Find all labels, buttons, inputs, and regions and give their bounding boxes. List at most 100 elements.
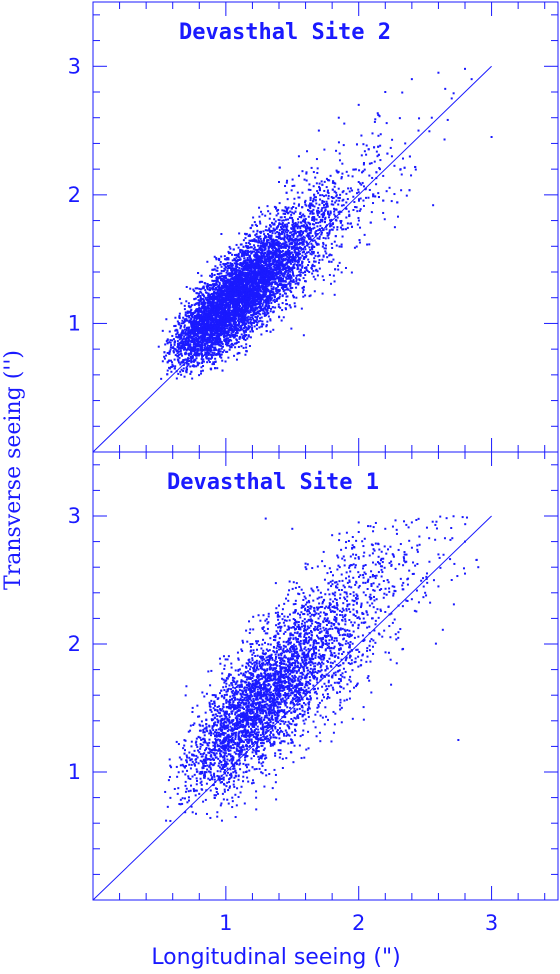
scatter-point <box>201 342 204 345</box>
scatter-point <box>258 206 261 209</box>
scatter-point <box>207 323 210 326</box>
scatter-point <box>432 204 435 207</box>
scatter-point <box>203 309 206 312</box>
scatter-point <box>281 302 284 305</box>
scatter-point <box>180 302 183 305</box>
scatter-point <box>234 274 237 277</box>
scatter-point <box>259 297 262 300</box>
scatter-point <box>200 313 203 316</box>
scatter-point <box>266 258 269 261</box>
scatter-point <box>368 174 371 177</box>
scatter-point <box>267 236 270 239</box>
scatter-point <box>274 281 277 284</box>
scatter-point <box>205 340 208 343</box>
scatter-point <box>319 224 322 227</box>
scatter-point <box>219 355 222 358</box>
scatter-point <box>198 343 201 346</box>
scatter-point <box>211 294 214 297</box>
scatter-point <box>260 316 263 319</box>
scatter-point <box>243 303 246 306</box>
scatter-point <box>282 316 285 319</box>
scatter-point <box>235 256 238 259</box>
scatter-point <box>210 293 213 296</box>
scatter-point <box>213 322 216 325</box>
scatter-point <box>335 199 338 202</box>
scatter-point <box>200 298 203 301</box>
scatter-point <box>341 172 344 175</box>
scatter-point <box>286 237 289 240</box>
scatter-point <box>298 247 301 250</box>
scatter-point <box>218 259 221 262</box>
scatter-point <box>287 269 290 272</box>
scatter-point <box>276 243 279 246</box>
scatter-point <box>321 194 324 197</box>
scatter-point <box>212 287 215 290</box>
scatter-point <box>296 223 299 226</box>
scatter-point <box>357 216 360 219</box>
scatter-point <box>280 238 283 241</box>
scatter-point <box>293 263 296 266</box>
scatter-point <box>293 232 296 235</box>
scatter-point <box>302 271 305 274</box>
scatter-point <box>258 265 261 268</box>
scatter-point <box>301 261 304 264</box>
scatter-point <box>331 200 334 203</box>
scatter-point <box>215 308 218 311</box>
scatter-point <box>320 231 323 234</box>
scatter-point <box>271 229 274 232</box>
scatter-point <box>245 242 248 245</box>
scatter-point <box>269 212 272 215</box>
scatter-point <box>252 307 255 310</box>
scatter-point <box>318 203 321 206</box>
scatter-point <box>292 273 295 276</box>
scatter-point <box>346 222 349 225</box>
scatter-point <box>222 278 225 281</box>
scatter-point <box>200 307 203 310</box>
scatter-point <box>161 329 164 332</box>
scatter-point <box>241 249 244 252</box>
scatter-point <box>166 369 169 372</box>
scatter-point <box>248 278 251 281</box>
scatter-point <box>257 281 260 284</box>
scatter-point <box>200 358 203 361</box>
scatter-point <box>257 258 260 261</box>
scatter-point <box>182 361 185 364</box>
scatter-point <box>285 211 288 214</box>
scatter-point <box>363 168 366 171</box>
scatter-point <box>244 303 247 306</box>
scatter-point <box>277 277 280 280</box>
scatter-point <box>210 296 213 299</box>
scatter-point <box>230 332 233 335</box>
scatter-point <box>286 198 289 201</box>
scatter-point <box>334 201 337 204</box>
scatter-point <box>304 248 307 251</box>
scatter-point <box>294 244 297 247</box>
scatter-point <box>288 246 291 249</box>
scatter-point <box>284 268 287 271</box>
scatter-point <box>206 350 209 353</box>
scatter-point <box>302 230 305 233</box>
scatter-point <box>193 353 196 356</box>
scatter-point <box>227 266 230 269</box>
scatter-points <box>157 67 493 380</box>
scatter-point <box>187 354 190 357</box>
scatter-point <box>291 223 294 226</box>
scatter-point <box>376 112 379 115</box>
scatter-point <box>336 216 339 219</box>
scatter-point <box>357 103 360 106</box>
scatter-point <box>183 318 186 321</box>
scatter-point <box>313 219 316 222</box>
scatter-point <box>305 204 308 207</box>
scatter-point <box>183 332 186 335</box>
scatter-point <box>226 327 229 330</box>
scatter-point <box>312 198 315 201</box>
scatter-point <box>255 327 258 330</box>
scatter-point <box>259 270 262 273</box>
scatter-point <box>332 203 335 206</box>
scatter-point <box>195 292 198 295</box>
scatter-point <box>206 307 209 310</box>
scatter-point <box>446 118 449 121</box>
scatter-point <box>221 342 224 345</box>
y-tick-label: 2 <box>68 183 81 207</box>
scatter-point <box>253 250 256 253</box>
